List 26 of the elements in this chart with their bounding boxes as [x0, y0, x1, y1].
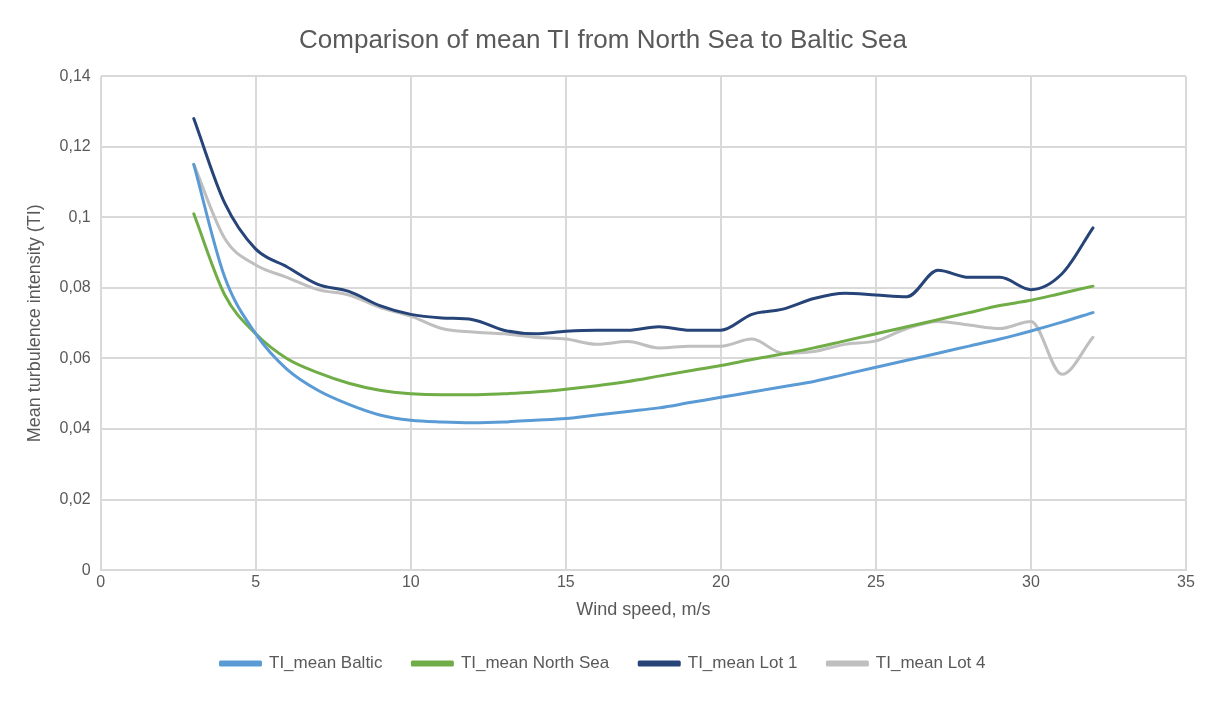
x-tick-label: 15: [556, 573, 575, 591]
chart-title: Comparison of mean TI from North Sea to Baltic Sea: [299, 23, 908, 54]
legend-label: TI_mean Lot 4: [875, 653, 986, 673]
line-series: [192, 212, 1095, 397]
y-axis-title: Mean turbulence intensity (TI): [23, 204, 44, 443]
x-tick-label: 30: [1022, 573, 1040, 591]
line-series: [192, 117, 1095, 336]
y-tick-label: 0,08: [59, 278, 91, 296]
y-tick-label: 0,12: [59, 137, 91, 155]
y-tick-label: 0,06: [59, 348, 91, 366]
y-tick-label: 0,1: [68, 207, 91, 225]
x-tick-label: 0: [96, 573, 106, 591]
y-tick-label: 0: [81, 560, 91, 578]
y-tick-label: 0,14: [59, 66, 91, 84]
legend-label: TI_mean Lot 1: [687, 653, 798, 673]
legend-label: TI_mean North Sea: [460, 653, 610, 673]
x-tick-label: 25: [867, 573, 885, 591]
y-tick-label: 0,04: [59, 419, 91, 437]
x-axis-title: Wind speed, m/s: [576, 599, 711, 620]
y-tick-label: 0,02: [59, 490, 91, 508]
legend-label: TI_mean Baltic: [269, 653, 383, 673]
x-tick-label: 35: [1177, 573, 1195, 591]
x-tick-label: 10: [401, 573, 420, 591]
x-tick-label: 20: [711, 573, 730, 591]
x-tick-label: 5: [251, 573, 261, 591]
line-series: [192, 162, 1095, 425]
